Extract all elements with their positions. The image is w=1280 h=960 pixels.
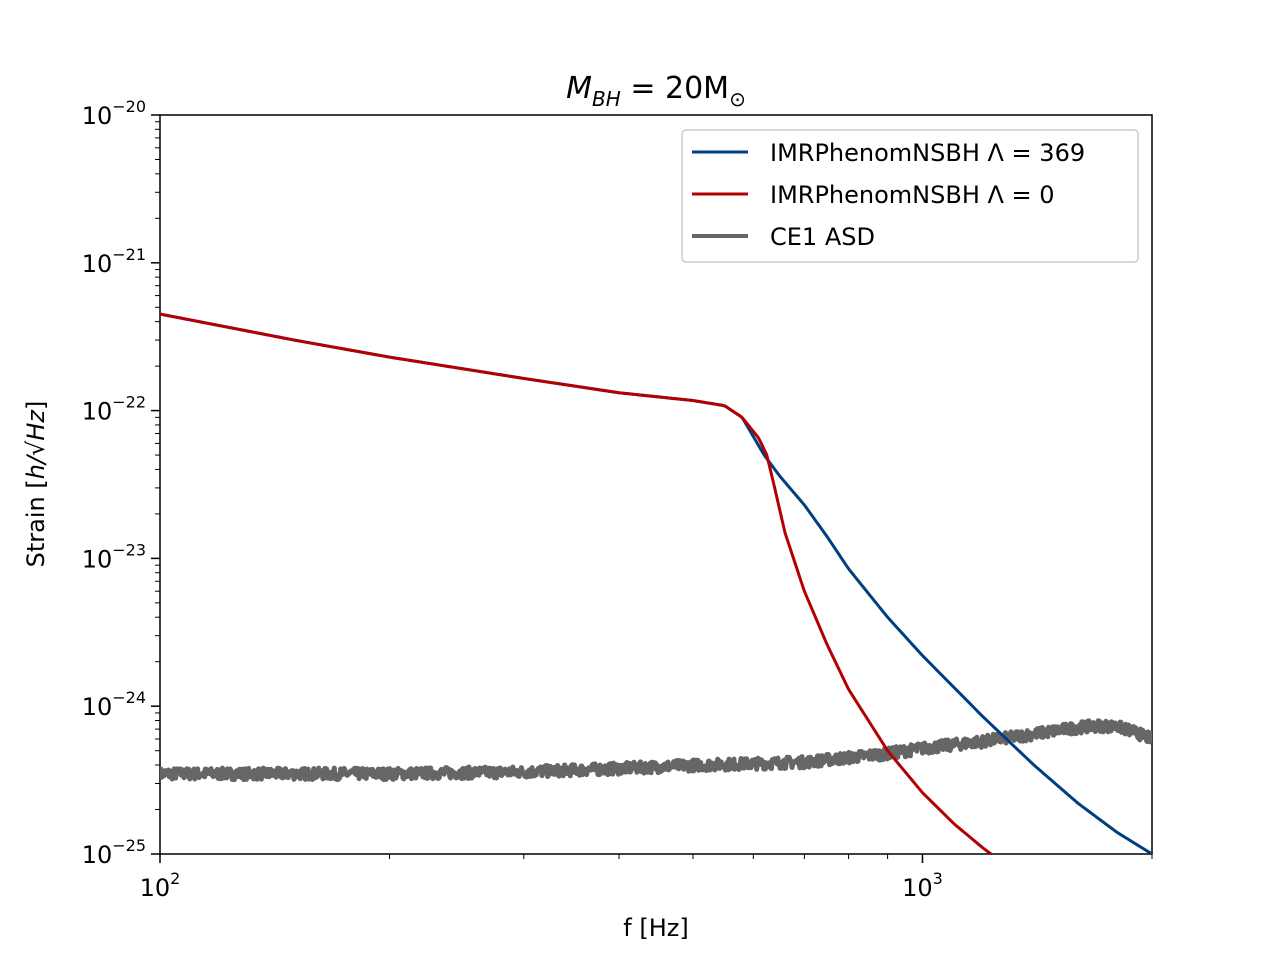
y-tick-label: 10−22 (82, 393, 146, 426)
legend-label-lambda-0: IMRPhenomNSBH Λ = 0 (770, 181, 1055, 209)
y-tick-label: 10−25 (82, 836, 146, 869)
x-axis-label: f [Hz] (623, 914, 688, 942)
y-tick-label: 10−24 (82, 688, 146, 721)
y-tick-label: 10−23 (82, 540, 146, 573)
series-layer (160, 312, 1152, 854)
legend-label-ce1-asd: CE1 ASD (770, 223, 875, 251)
series-line-2 (160, 718, 1152, 783)
plot-area-frame (159, 114, 1153, 855)
x-tick-label: 103 (902, 869, 943, 902)
x-axis: 102 103 (140, 854, 1153, 902)
y-tick-label: 10−21 (82, 245, 146, 278)
legend-label-lambda-369: IMRPhenomNSBH Λ = 369 (770, 139, 1085, 167)
y-axis: 10−25 10−24 10−23 10−22 10−21 10−20 (82, 97, 160, 869)
series-line-1 (160, 312, 992, 854)
y-axis-label: Strain [h/√Hz] (22, 401, 50, 568)
legend: IMRPhenomNSBH Λ = 369 IMRPhenomNSBH Λ = … (681, 129, 1139, 263)
legend-box (681, 129, 1139, 263)
y-tick-label: 10−20 (82, 97, 146, 130)
x-tick-label: 102 (140, 869, 181, 902)
chart-title: MBH = 20M⊙ (566, 71, 746, 111)
